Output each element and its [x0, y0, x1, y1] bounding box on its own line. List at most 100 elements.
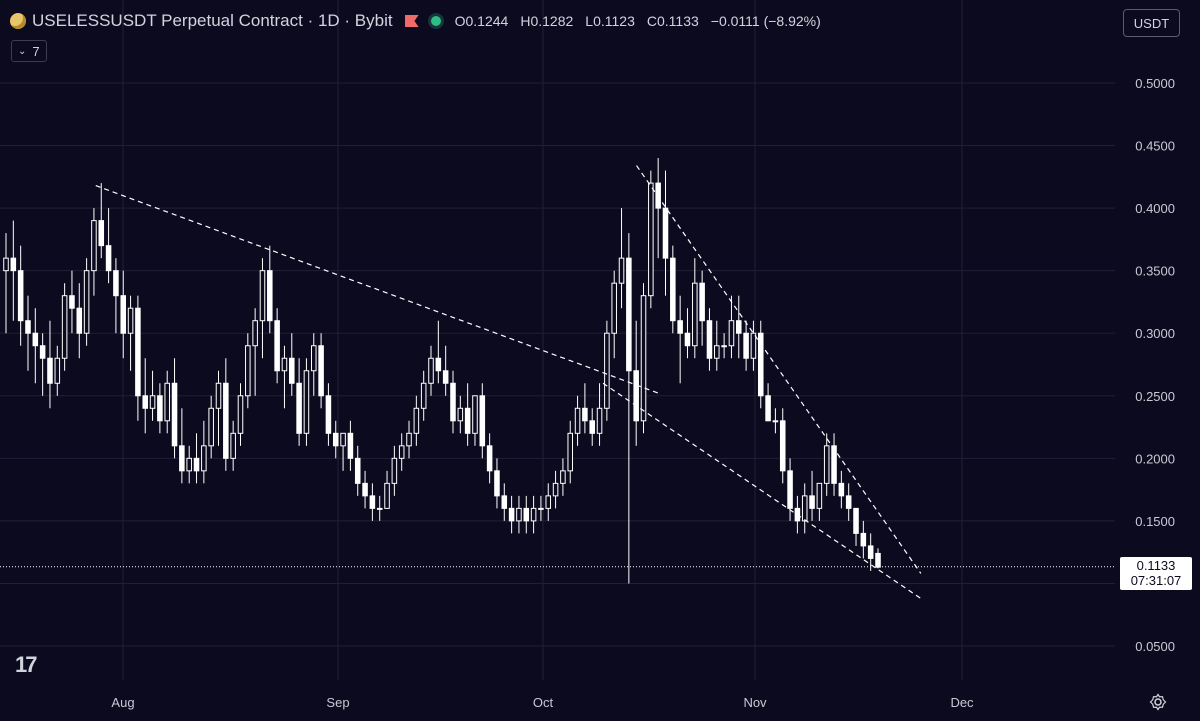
x-tick-label: Oct — [533, 695, 554, 710]
candle-body — [545, 495, 552, 509]
candle-body — [728, 320, 735, 347]
candle-body — [567, 432, 574, 472]
candle-body — [867, 545, 874, 559]
candle-body — [47, 357, 53, 384]
candle-body — [787, 470, 793, 509]
candle-body — [508, 507, 515, 522]
candle-body — [677, 320, 683, 334]
bar-countdown: 07:31:07 — [1130, 573, 1182, 588]
chart-header: USELESSUSDT Perpetual Contract · 1D · By… — [10, 8, 821, 34]
currency-button[interactable]: USDT — [1123, 9, 1180, 37]
candle-body — [823, 445, 830, 484]
candle-body — [501, 495, 508, 509]
candle-body — [435, 357, 442, 372]
x-tick-label: Aug — [111, 695, 134, 710]
candle-body — [560, 470, 566, 484]
candle-body — [648, 182, 654, 297]
candle-body — [267, 270, 273, 322]
candle-body — [39, 345, 46, 359]
candle-body — [127, 307, 134, 334]
trendline — [636, 165, 922, 574]
candle-body — [325, 395, 332, 434]
candle-body — [354, 457, 361, 484]
candle-body — [442, 370, 449, 384]
candle-body — [193, 457, 200, 472]
candle-body — [215, 382, 222, 409]
candle-body — [779, 420, 786, 472]
candle-body — [113, 270, 119, 297]
flag-icon[interactable] — [404, 15, 419, 27]
candle-body — [699, 282, 705, 322]
y-tick-label: 0.3000 — [1135, 326, 1175, 341]
candle-body — [296, 382, 302, 434]
candle-body — [875, 552, 881, 568]
candle-body — [420, 382, 427, 409]
candle-body — [318, 345, 324, 397]
candle-body — [472, 395, 478, 434]
candle-body — [714, 345, 720, 359]
x-tick-label: Dec — [950, 695, 974, 710]
candle-body — [706, 320, 713, 359]
candle-body — [17, 270, 24, 322]
candle-body — [464, 407, 471, 434]
trendline — [602, 382, 922, 599]
high-value: 0.1282 — [530, 13, 574, 29]
open-value: 0.1244 — [465, 13, 509, 29]
y-tick-label: 0.4500 — [1135, 139, 1175, 154]
candle-body — [604, 332, 610, 409]
candle-body — [186, 457, 192, 472]
candle-body — [142, 395, 148, 409]
y-tick-label: 0.2000 — [1135, 451, 1175, 466]
candle-body — [486, 445, 493, 472]
candle-body — [310, 345, 317, 372]
y-tick-label: 0.3500 — [1135, 264, 1175, 279]
candle-body — [838, 482, 845, 497]
candle-body — [332, 432, 339, 447]
candle-body — [157, 395, 163, 422]
candle-body — [626, 257, 632, 372]
tradingview-logo[interactable]: 17 — [15, 652, 38, 677]
candle-body — [135, 307, 141, 397]
low-value: 0.1123 — [593, 13, 635, 29]
candle-body — [552, 482, 559, 497]
coin-icon — [10, 13, 26, 29]
candle-body — [362, 482, 368, 497]
symbol-title[interactable]: USELESSUSDT Perpetual Contract · 1D · By… — [32, 11, 393, 30]
candle-body — [105, 245, 112, 272]
candle-body — [98, 220, 105, 247]
candle-body — [801, 495, 808, 522]
gear-icon[interactable] — [1149, 693, 1167, 711]
candle-body — [589, 420, 595, 434]
candle-body — [3, 257, 9, 272]
candle-body — [860, 532, 867, 547]
candle-body — [853, 507, 859, 534]
candle-body — [406, 432, 412, 447]
x-tick-label: Sep — [326, 695, 349, 710]
candle-body — [523, 507, 530, 522]
candle-body — [757, 332, 764, 397]
candle-body — [347, 432, 354, 459]
y-tick-label: 0.0500 — [1135, 639, 1175, 654]
candle-body — [684, 332, 691, 347]
candle-body — [538, 507, 544, 510]
candle-body — [259, 270, 266, 322]
candle-body — [413, 407, 420, 434]
candle-body — [530, 507, 537, 522]
candle-body — [230, 432, 236, 459]
candle-body — [831, 445, 837, 484]
candle-body — [10, 257, 17, 272]
candle-body — [120, 295, 127, 334]
candle-body — [391, 457, 398, 484]
candle-body — [149, 395, 156, 409]
y-tick-label: 0.2500 — [1135, 389, 1175, 404]
candle-body — [582, 407, 588, 422]
candle-body — [179, 445, 185, 472]
candle-body — [662, 207, 669, 259]
candle-body — [252, 320, 258, 347]
y-tick-label: 0.4000 — [1135, 201, 1175, 216]
indicators-toggle[interactable]: ⌄ 7 — [11, 40, 47, 62]
candle-body — [450, 382, 456, 422]
market-status-icon — [430, 16, 441, 26]
candle-body — [750, 332, 757, 359]
